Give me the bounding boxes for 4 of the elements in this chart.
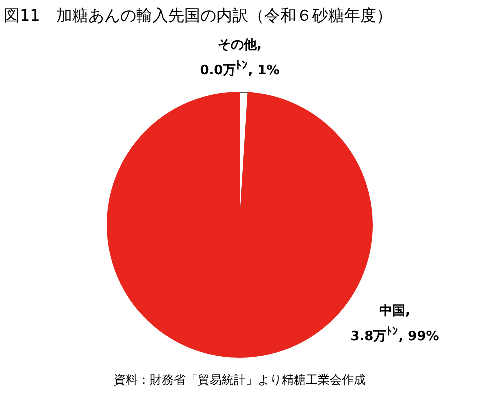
text: 資料：財務省「貿易統計」より精糖工業会作成 — [113, 372, 367, 389]
chart-title: 図11 加糖あんの輸入先国の内訳（令和６砂糖年度） — [4, 6, 392, 27]
slice-label: 中国, 3.8万$^{ﾄﾝ}$, 99% — [350, 303, 440, 346]
slice-label: その他, 0.0万$^{ﾄﾝ}$, 1% — [199, 37, 281, 80]
